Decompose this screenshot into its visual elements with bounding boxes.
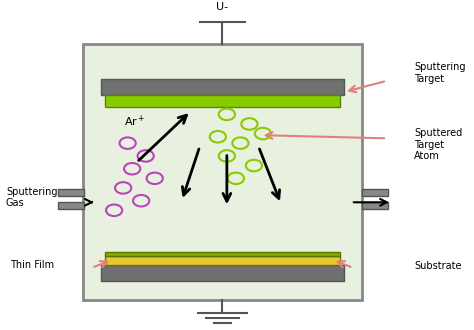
Text: Sputtering
Gas: Sputtering Gas [6,187,57,208]
Bar [362,189,388,196]
Bar [100,265,344,281]
Text: Substrate: Substrate [414,261,462,271]
Text: U-: U- [216,2,228,12]
Bar [362,202,388,209]
Bar [105,251,339,256]
Text: Sputtered
Target
Atom: Sputtered Target Atom [414,128,462,161]
Bar [105,94,339,107]
Bar [105,256,339,265]
Text: Ar$^+$: Ar$^+$ [124,114,145,129]
Text: Sputtering
Target: Sputtering Target [414,62,465,83]
Text: Thin Film: Thin Film [10,260,55,270]
Bar [100,79,344,95]
Bar [82,44,362,300]
Bar [58,202,84,209]
Bar [58,189,84,196]
